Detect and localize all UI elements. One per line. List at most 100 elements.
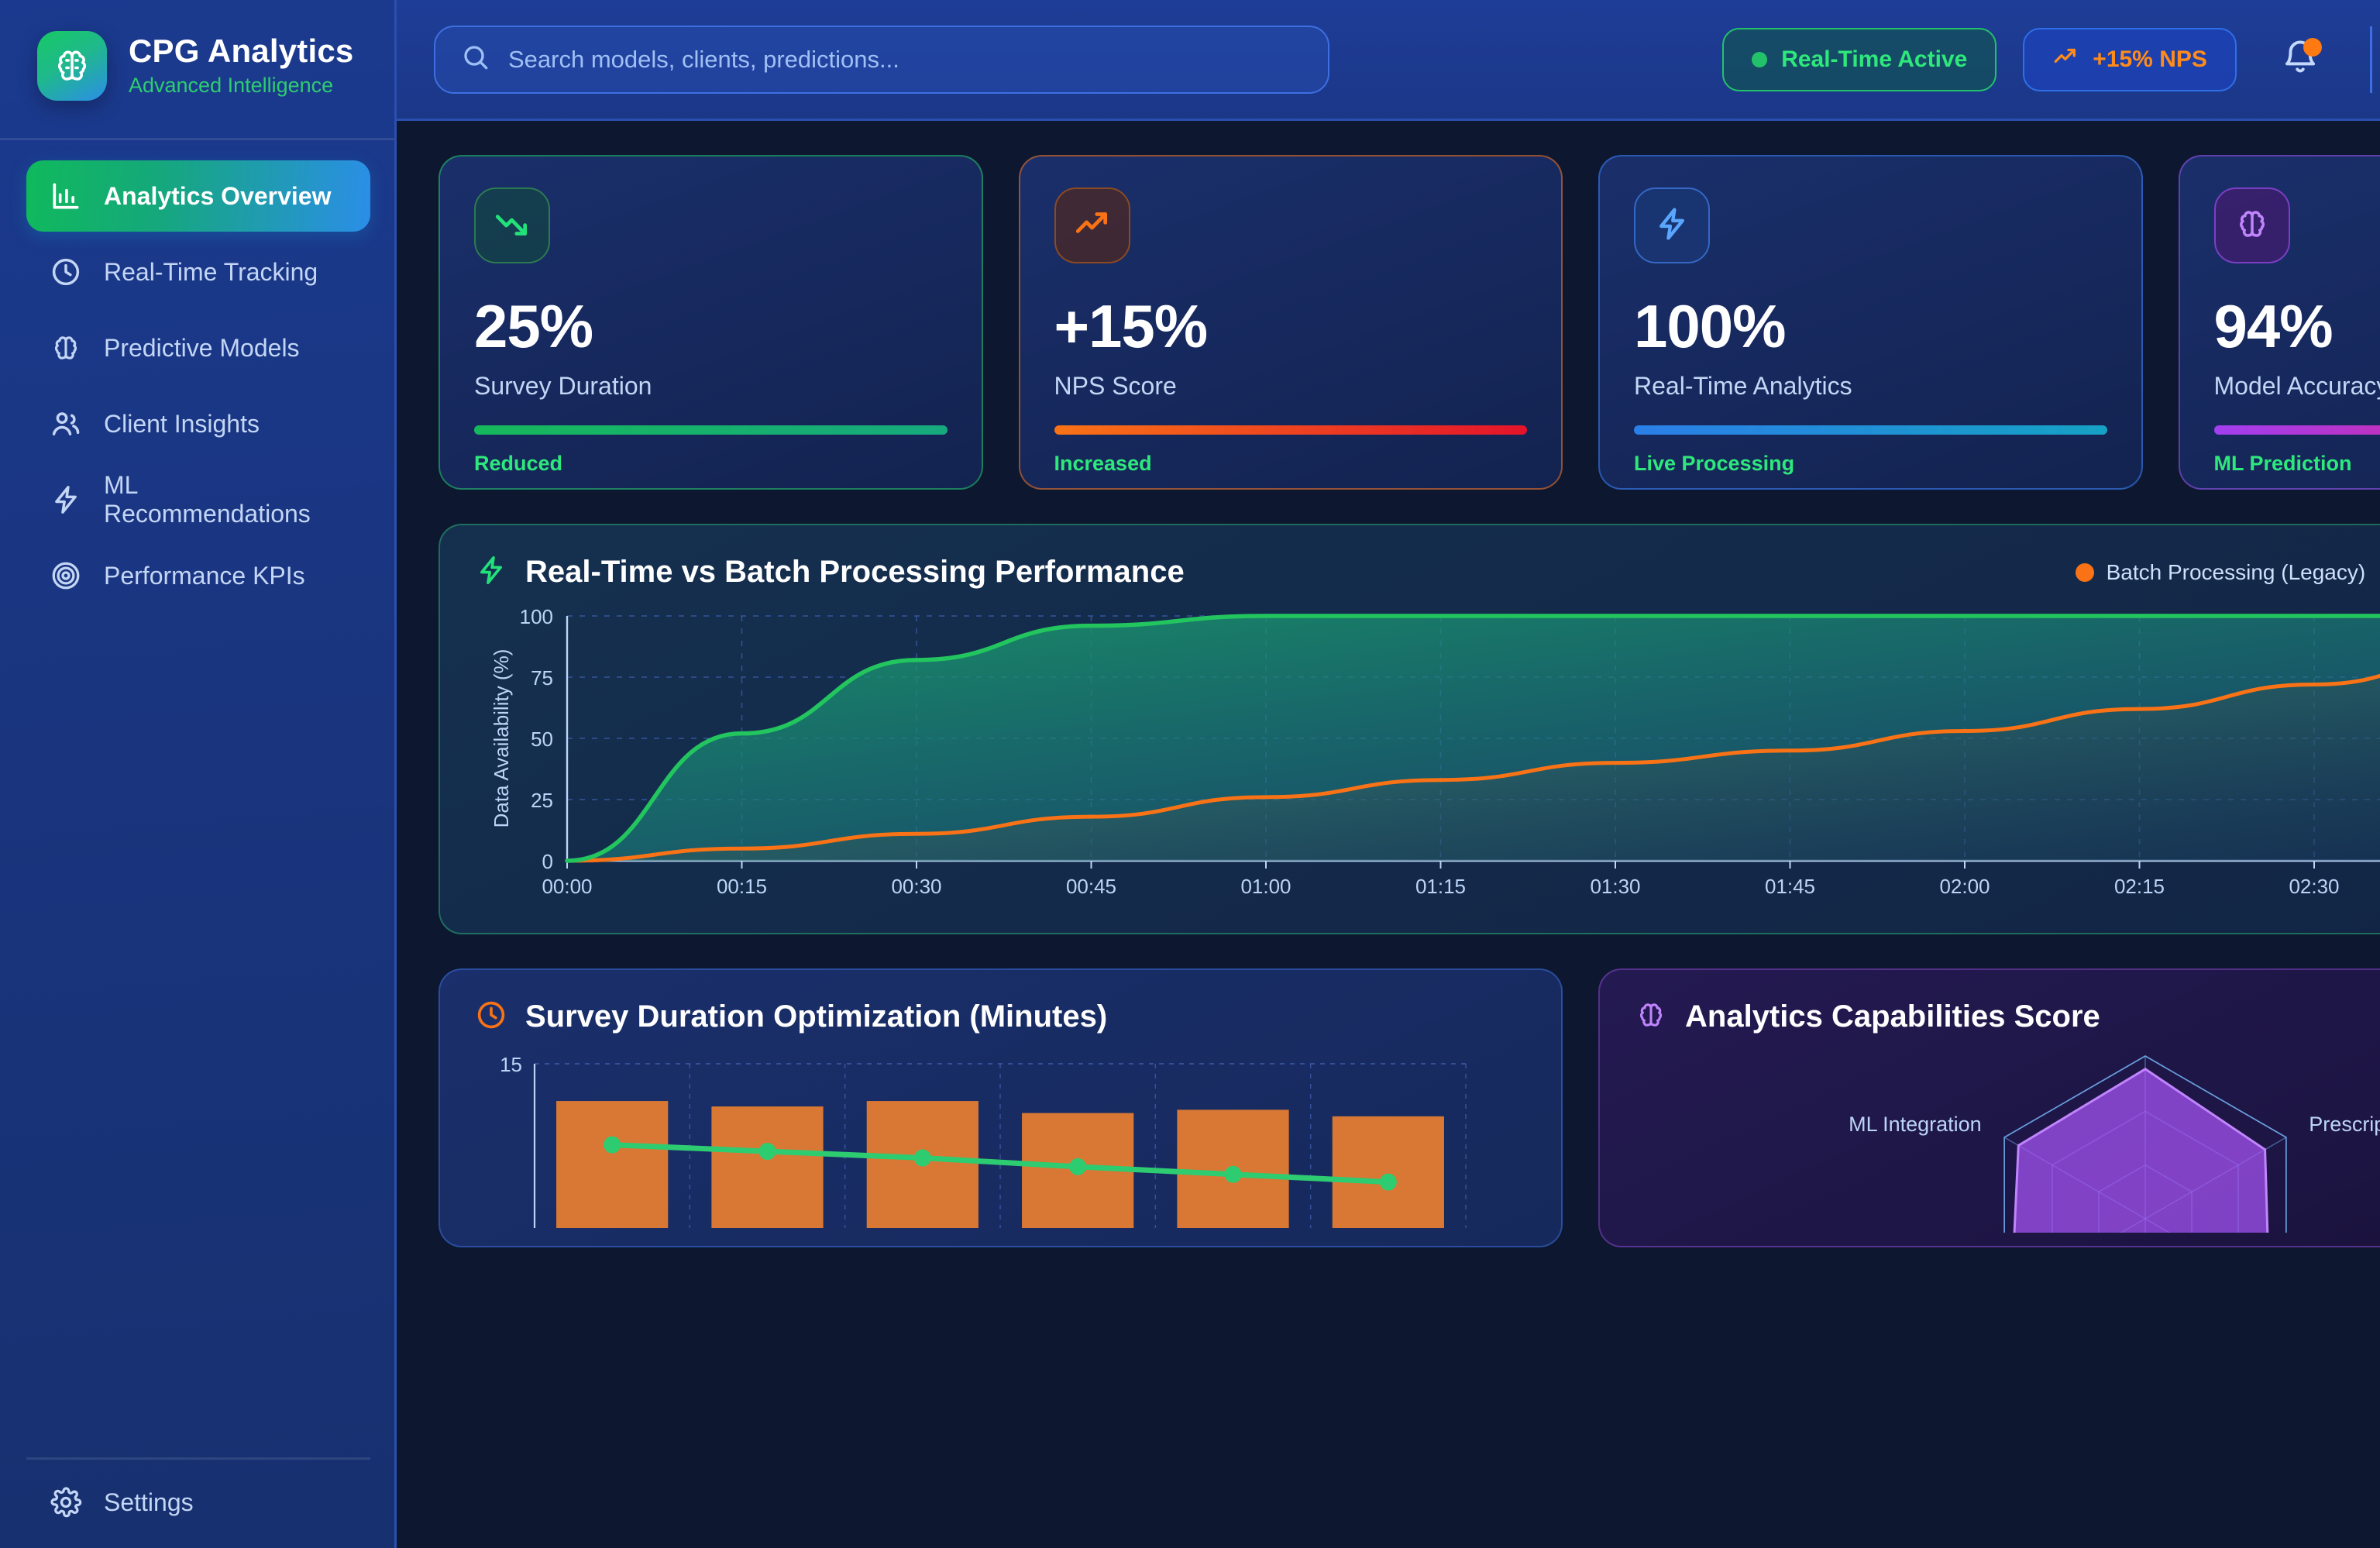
kpi-label: Survey Duration bbox=[474, 372, 652, 400]
sidebar-item-label: Predictive Models bbox=[104, 333, 300, 362]
legend-item-batch[interactable]: Batch Processing (Legacy) bbox=[2075, 559, 2366, 585]
bar-chart-header: Survey Duration Optimization (Minutes) bbox=[474, 998, 1527, 1036]
sidebar-item-ml-recommendations[interactable]: ML Recommendations bbox=[26, 464, 370, 535]
clock-icon bbox=[474, 998, 508, 1036]
svg-text:00:45: 00:45 bbox=[1066, 875, 1116, 898]
notification-badge-icon bbox=[2303, 37, 2322, 57]
sidebar: CPG Analytics Advanced Intelligence Anal… bbox=[0, 0, 397, 1548]
main-area: Real-Time Active +15% NPS bbox=[397, 0, 2380, 1548]
nps-badge[interactable]: +15% NPS bbox=[2023, 27, 2237, 91]
settings-label: Settings bbox=[104, 1488, 194, 1516]
sidebar-item-label: Performance KPIs bbox=[104, 561, 305, 590]
legend-dot-icon bbox=[2075, 562, 2094, 582]
svg-text:ML Integration: ML Integration bbox=[1849, 1113, 1982, 1136]
kpi-value: +15% bbox=[1054, 292, 1209, 360]
bar-chart-panel: Survey Duration Optimization (Minutes) 1… bbox=[439, 968, 1563, 1247]
kpi-value: 94% bbox=[2213, 292, 2334, 360]
sidebar-item-label: Analytics Overview bbox=[104, 181, 332, 210]
kpi-card-nps-score[interactable]: +15% NPS Score Increased bbox=[1018, 155, 1563, 490]
kpi-icon-wrap bbox=[2213, 187, 2290, 263]
users-icon bbox=[48, 406, 84, 442]
sidebar-nav: Analytics Overview Real-Time Tracking bbox=[0, 140, 397, 1457]
brand-title: CPG Analytics bbox=[129, 32, 354, 69]
search-box[interactable] bbox=[434, 25, 1329, 94]
top-header: Real-Time Active +15% NPS bbox=[397, 0, 2380, 121]
kpi-card-model-accuracy[interactable]: 94% Model Accuracy ML Prediction bbox=[2178, 155, 2380, 490]
svg-text:100: 100 bbox=[520, 605, 553, 628]
header-divider bbox=[2369, 26, 2372, 93]
kpi-label: Model Accuracy bbox=[2213, 372, 2380, 400]
notifications-button[interactable] bbox=[2275, 35, 2325, 84]
bolt-icon bbox=[474, 553, 508, 591]
svg-text:Prescriptive: Prescriptive bbox=[2309, 1113, 2380, 1136]
search-input[interactable] bbox=[508, 45, 1303, 74]
brain-icon bbox=[48, 330, 84, 366]
main-chart-header: Real-Time vs Batch Processing Performanc… bbox=[474, 553, 2380, 591]
kpi-progress-bar bbox=[2213, 425, 2380, 435]
gear-icon bbox=[48, 1484, 84, 1520]
svg-text:25: 25 bbox=[531, 789, 553, 812]
sidebar-item-label: Real-Time Tracking bbox=[104, 257, 318, 286]
kpi-status: ML Prediction bbox=[2213, 452, 2352, 475]
radar-chart-panel: Analytics Capabilities Score PredictiveP… bbox=[1598, 968, 2380, 1247]
trending-up-icon bbox=[2052, 43, 2079, 76]
kpi-card-survey-duration[interactable]: 25% Survey Duration Reduced bbox=[439, 155, 983, 490]
kpi-label: NPS Score bbox=[1054, 372, 1177, 400]
kpi-value: 25% bbox=[474, 292, 593, 360]
radar-chart-header: Analytics Capabilities Score bbox=[1634, 998, 2380, 1036]
svg-text:0: 0 bbox=[542, 850, 553, 873]
main-chart-canvas: 0 25 50 75 100 00:00 00:15 00:30 00:45 01:00 01:15… bbox=[474, 604, 2380, 910]
trending-up-icon bbox=[1073, 205, 1112, 247]
kpi-row: 25% Survey Duration Reduced +15% NP bbox=[439, 155, 2380, 490]
kpi-status: Reduced bbox=[474, 452, 563, 475]
kpi-icon-wrap bbox=[1634, 187, 1710, 263]
svg-text:01:45: 01:45 bbox=[1765, 875, 1815, 898]
target-icon bbox=[48, 558, 84, 593]
main-chart-panel: Real-Time vs Batch Processing Performanc… bbox=[439, 524, 2380, 934]
kpi-progress-bar bbox=[1634, 425, 2107, 435]
status-dot-icon bbox=[1752, 51, 1768, 67]
sidebar-item-analytics-overview[interactable]: Analytics Overview bbox=[26, 160, 370, 232]
sidebar-item-performance-kpis[interactable]: Performance KPIs bbox=[26, 540, 370, 611]
svg-text:00:00: 00:00 bbox=[542, 875, 592, 898]
svg-text:00:15: 00:15 bbox=[717, 875, 767, 898]
kpi-card-realtime-analytics[interactable]: 100% Real-Time Analytics Live Processing bbox=[1598, 155, 2143, 490]
svg-text:50: 50 bbox=[531, 728, 553, 751]
svg-text:15: 15 bbox=[500, 1054, 522, 1076]
brain-icon bbox=[1634, 998, 1668, 1036]
main-chart-legend: Batch Processing (Legacy) Real-Time Anal… bbox=[2075, 559, 2380, 585]
status-badge-realtime[interactable]: Real-Time Active bbox=[1722, 27, 1997, 91]
sidebar-item-predictive-models[interactable]: Predictive Models bbox=[26, 312, 370, 384]
line-chart-svg: 0 25 50 75 100 00:00 00:15 00:30 00:45 01:00 01:15… bbox=[490, 605, 2380, 898]
bottom-panels-row: Survey Duration Optimization (Minutes) 1… bbox=[439, 968, 2380, 1247]
sidebar-item-settings[interactable]: Settings bbox=[26, 1484, 370, 1520]
svg-text:00:30: 00:30 bbox=[891, 875, 941, 898]
trending-down-icon bbox=[493, 205, 531, 247]
radar-chart-title: Analytics Capabilities Score bbox=[1685, 999, 2100, 1034]
svg-text:02:30: 02:30 bbox=[2289, 875, 2339, 898]
brand-subtitle: Advanced Intelligence bbox=[129, 74, 334, 98]
sidebar-item-real-time-tracking[interactable]: Real-Time Tracking bbox=[26, 236, 370, 308]
sidebar-item-client-insights[interactable]: Client Insights bbox=[26, 388, 370, 459]
clock-icon bbox=[48, 254, 84, 290]
legend-label: Batch Processing (Legacy) bbox=[2106, 559, 2366, 584]
kpi-value: 100% bbox=[1634, 292, 1786, 360]
brand: CPG Analytics Advanced Intelligence bbox=[0, 0, 397, 132]
dashboard-content: 25% Survey Duration Reduced +15% NP bbox=[397, 121, 2380, 1548]
brain-icon bbox=[2233, 205, 2272, 247]
sidebar-footer-divider bbox=[26, 1457, 370, 1460]
kpi-progress-bar bbox=[474, 425, 948, 435]
main-chart-title: Real-Time vs Batch Processing Performanc… bbox=[525, 555, 1185, 589]
svg-text:02:15: 02:15 bbox=[2114, 875, 2165, 898]
bolt-icon bbox=[48, 482, 84, 518]
svg-text:01:00: 01:00 bbox=[1240, 875, 1291, 898]
kpi-progress-bar bbox=[1054, 425, 1527, 435]
bolt-icon bbox=[1653, 205, 1691, 247]
bar-chart-svg: 15 bbox=[500, 1053, 1467, 1228]
svg-text:02:00: 02:00 bbox=[1939, 875, 1990, 898]
kpi-icon-wrap bbox=[474, 187, 550, 263]
svg-text:01:30: 01:30 bbox=[1590, 875, 1640, 898]
bar-chart-title: Survey Duration Optimization (Minutes) bbox=[525, 999, 1108, 1034]
radar-chart-svg: PredictivePrescriptiveDescriptiveDiagnos… bbox=[1849, 1018, 2380, 1246]
